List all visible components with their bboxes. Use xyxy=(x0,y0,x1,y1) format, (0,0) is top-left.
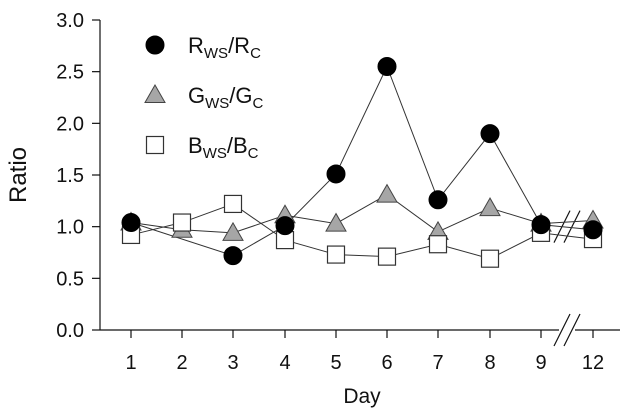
data-point-square xyxy=(326,245,346,264)
series-line xyxy=(130,194,594,234)
data-point-circle xyxy=(428,190,448,210)
data-point-square xyxy=(377,247,397,266)
x-tick-label: 6 xyxy=(381,352,392,374)
break-slash xyxy=(553,313,571,347)
axis-break-marks xyxy=(553,210,581,347)
series-line xyxy=(130,203,594,260)
series-G-line xyxy=(130,194,594,234)
data-point-triangle xyxy=(325,212,347,232)
axes xyxy=(99,20,620,331)
legend-label: RWS/RC xyxy=(188,33,261,62)
data-point-triangle xyxy=(479,197,501,217)
data-point-circle xyxy=(275,216,295,236)
data-point-circle xyxy=(223,246,243,266)
legend-label: BWS/BC xyxy=(188,133,259,162)
y-tick-label: 0.5 xyxy=(56,268,84,290)
x-tick-label: 2 xyxy=(176,352,187,374)
y-axis-label: Ratio xyxy=(5,147,32,203)
data-point-triangle xyxy=(376,183,398,203)
y-tick-label: 3.0 xyxy=(56,10,84,32)
legend-item-B: BWS/BC xyxy=(145,133,259,162)
data-point-circle xyxy=(531,215,551,235)
y-tick-label: 1.5 xyxy=(56,165,84,187)
x-tick-label: 1 xyxy=(125,352,136,374)
x-tick-label: 3 xyxy=(227,352,238,374)
data-point-square xyxy=(223,194,243,214)
data-point-square xyxy=(145,135,165,155)
series-layer xyxy=(120,57,604,268)
break-slash xyxy=(563,313,581,347)
data-point-circle xyxy=(583,220,603,240)
data-point-circle xyxy=(326,164,346,184)
legend: RWS/RC GWS/GC BWS/BC xyxy=(144,33,264,162)
break-gap xyxy=(559,212,575,241)
x-tick-label: 8 xyxy=(484,352,495,374)
y-tick-label: 2.5 xyxy=(56,62,84,84)
x-tick-label: 9 xyxy=(535,352,546,374)
legend-item-R: RWS/RC xyxy=(145,33,261,62)
y-tick-label: 1.0 xyxy=(56,217,84,239)
x-ticks: 1 2 3 4 5 6 7 8 9 12 xyxy=(125,330,604,374)
data-point-triangle xyxy=(222,221,244,241)
data-point-triangle xyxy=(144,83,166,103)
x-tick-label: 4 xyxy=(279,352,290,374)
y-tick-label: 2.0 xyxy=(56,113,84,135)
data-point-circle xyxy=(480,124,500,144)
series-G-markers xyxy=(120,183,604,241)
data-point-circle xyxy=(145,35,165,55)
x-tick-label: 12 xyxy=(582,352,604,374)
legend-label: GWS/GC xyxy=(188,83,264,112)
y-ticks: 0.0 0.5 1.0 1.5 2.0 2.5 3.0 xyxy=(56,10,100,342)
series-B-markers xyxy=(121,194,603,268)
series-B-line xyxy=(130,203,594,260)
series-R-markers xyxy=(121,57,603,266)
legend-item-G: GWS/GC xyxy=(144,83,264,112)
data-point-circle xyxy=(121,213,141,233)
break-slash xyxy=(563,210,581,243)
y-tick-label: 0.0 xyxy=(56,320,84,342)
x-tick-label: 7 xyxy=(432,352,443,374)
data-point-square xyxy=(172,213,192,232)
data-point-square xyxy=(428,235,448,254)
data-point-square xyxy=(480,249,500,268)
x-axis-label: Day xyxy=(343,385,381,408)
x-tick-label: 5 xyxy=(330,352,341,374)
break-gap xyxy=(559,316,575,344)
data-point-circle xyxy=(377,57,397,76)
